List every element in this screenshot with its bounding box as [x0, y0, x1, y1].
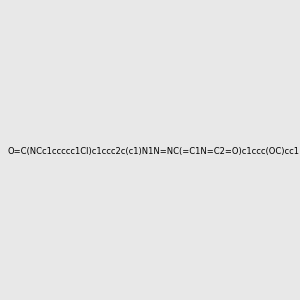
- Text: O=C(NCc1ccccc1Cl)c1ccc2c(c1)N1N=NC(=C1N=C2=O)c1ccc(OC)cc1: O=C(NCc1ccccc1Cl)c1ccc2c(c1)N1N=NC(=C1N=…: [8, 147, 300, 156]
